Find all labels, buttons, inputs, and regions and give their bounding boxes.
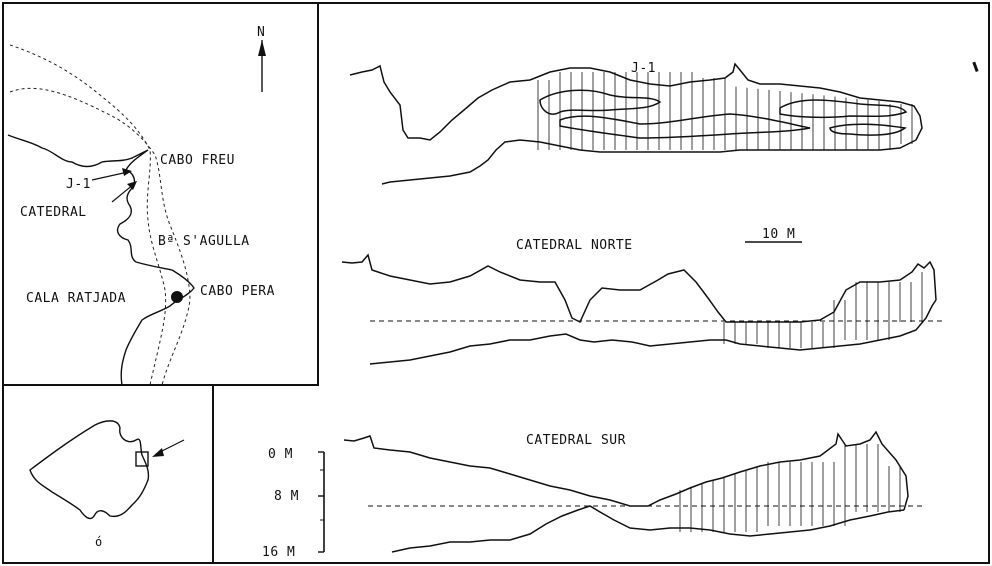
label-cabo-freu: CABO FREU: [160, 153, 235, 168]
catedral-arrowhead-icon: [127, 181, 137, 190]
profile-j1: J-1: [349, 61, 923, 185]
j1-inner-passage-2: [559, 113, 811, 139]
profile-catedral-norte: CATEDRAL NORTE: [341, 238, 944, 365]
label-cabo-pera: CABO PERA: [200, 284, 275, 299]
j1-outer-wall: [349, 62, 923, 185]
depth-label-0: 0 M: [268, 447, 293, 462]
j1-inner-passage-4: [829, 123, 907, 136]
profile-sur-title: CATEDRAL SUR: [526, 433, 626, 448]
island-outline: [29, 420, 150, 520]
map-panel-frame: [2, 2, 319, 386]
profile-j1-title: J-1: [631, 61, 656, 76]
island-inset: ó: [29, 420, 185, 549]
isobath-line-2: [9, 87, 191, 386]
norte-ceiling: [341, 253, 937, 324]
inset-panel-frame: [2, 384, 214, 564]
stray-mark: [972, 61, 979, 73]
norte-hatch: [723, 272, 923, 348]
cala-ratjada-dot-icon: [171, 291, 183, 303]
depth-label-8: 8 M: [274, 489, 299, 504]
label-cala-ratjada: CALA RATJADA: [26, 291, 126, 306]
j1-inner-passage-3: [779, 99, 908, 119]
north-arrowhead-icon: [258, 40, 266, 56]
study-area-box: [135, 451, 149, 467]
j1-inner-passage-1: [539, 89, 662, 115]
norte-floor: [369, 299, 937, 365]
inset-arrowhead-icon: [152, 448, 164, 457]
depth-axis: 0 M 8 M 16 M: [262, 447, 325, 560]
sur-ceiling: [343, 430, 909, 511]
label-catedral: CATEDRAL: [20, 205, 87, 220]
j1-pointer-line: [91, 171, 129, 181]
coastline: [7, 134, 195, 386]
profile-catedral-sur: CATEDRAL SUR: [343, 430, 922, 553]
scale-bar-label: 10 M: [762, 227, 795, 242]
depth-label-16: 16 M: [262, 545, 295, 560]
j1-arrowhead-icon: [122, 168, 132, 176]
profile-norte-title: CATEDRAL NORTE: [516, 238, 633, 253]
sur-floor: [391, 505, 905, 553]
profiles-panel-frame: [212, 2, 990, 564]
isobath-line-1: [9, 44, 167, 386]
north-label: N: [257, 25, 265, 40]
label-bahia: Bª S'AGULLA: [158, 234, 250, 249]
location-map: N CABO FREU J-1 CATEDRAL Bª S'AGULLA CAL…: [7, 25, 275, 386]
label-j1: J-1: [66, 177, 91, 192]
inset-marker: ó: [95, 535, 102, 549]
sur-hatch: [679, 444, 901, 532]
